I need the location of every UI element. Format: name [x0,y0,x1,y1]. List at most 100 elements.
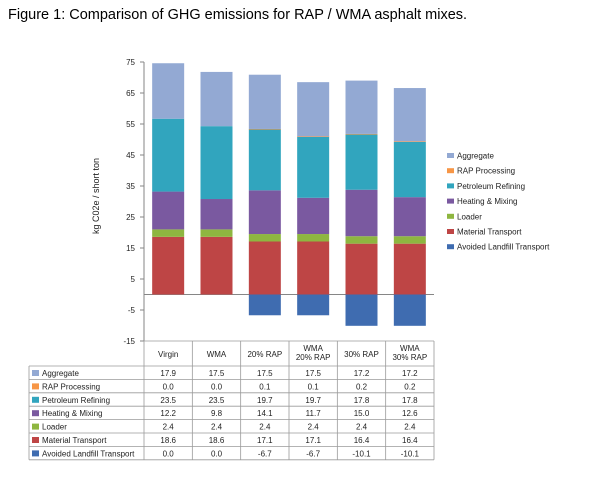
bar-loader [152,229,185,237]
table-cell: 18.6 [209,436,225,445]
bar-material-transport [200,236,233,295]
table-cell: -10.1 [401,449,420,458]
bar-heating-mixing [248,190,281,235]
table-legend-key [32,450,39,457]
table-row-label: Material Transport [42,436,107,445]
table-header-label: 30% RAP [344,350,379,359]
table-legend-key [32,370,39,376]
bar-loader [248,234,281,242]
bar-material-transport [393,243,426,295]
table-cell: 2.4 [259,423,271,432]
table-cell: 12.2 [160,409,176,418]
y-axis-label: kg C02e / short ton [91,158,101,234]
bar-petroleum-refining [345,134,378,190]
y-tick-label: -5 [128,306,136,315]
table-cell: 9.8 [211,409,223,418]
legend-swatch [447,198,454,204]
bar-avoided-landfill-transport [248,294,281,316]
legend-label: Heating & Mixing [457,197,517,206]
legend-swatch [447,229,454,234]
table-legend-key [32,383,39,390]
table-cell: 16.4 [402,436,418,445]
table-cell: 17.5 [305,369,321,378]
table-cell: 17.8 [354,396,370,405]
table-cell: 12.6 [402,409,418,418]
table-header-label: WMA [303,344,323,353]
bar-aggregate [200,71,233,127]
bar-loader [200,229,233,237]
bar-aggregate [345,80,378,134]
table-cell: 17.1 [305,436,321,445]
table-header-label: Virgin [158,350,178,359]
table-cell: 0.2 [404,382,416,391]
bar-material-transport [152,236,185,295]
table-cell: 0.0 [163,382,175,391]
table-cell: 11.7 [306,409,322,418]
table-cell: 0.1 [259,382,271,391]
y-tick-label: 25 [126,213,135,222]
table-cell: 17.5 [257,369,273,378]
table-cell: 17.8 [402,396,418,405]
legend-label: Avoided Landfill Transport [457,243,550,252]
table-cell: 0.1 [308,382,320,391]
table-cell: 16.4 [354,436,370,445]
table-row-label: Aggregate [42,369,79,378]
bar-avoided-landfill-transport [345,294,378,326]
bar-avoided-landfill-transport [297,294,330,316]
legend-label: Loader [457,212,482,221]
table-header-label: 30% RAP [392,353,427,362]
legend-label: RAP Processing [457,167,515,176]
table-cell: -6.7 [258,449,272,458]
table-cell: 2.4 [211,423,223,432]
table-legend-key [32,396,39,403]
bar-loader [345,236,378,244]
y-tick-label: 5 [131,275,136,284]
bar-material-transport [297,241,330,295]
legend-label: Material Transport [457,228,522,237]
table-row-label: Avoided Landfill Transport [42,449,135,458]
table-row-label: RAP Processing [42,382,100,391]
table-cell: 19.7 [257,396,273,405]
bar-aggregate [248,74,281,129]
table-header-label: WMA [207,350,227,359]
bar-heating-mixing [200,199,233,230]
legend-swatch [447,168,454,174]
y-tick-label: 45 [126,151,135,160]
bar-rap-processing [393,141,426,142]
table-cell: 15.0 [354,409,370,418]
table-header-label: 20% RAP [296,353,331,362]
y-tick-label: 35 [126,182,135,191]
table-legend-key [32,437,39,443]
y-tick-label: 15 [126,244,135,253]
bar-petroleum-refining [393,141,426,198]
bar-petroleum-refining [152,118,185,192]
legend-swatch [447,213,454,219]
table-legend-key [32,423,39,430]
table-cell: 17.5 [209,369,225,378]
table-cell: 23.5 [209,396,225,405]
figure-title: Figure 1: Comparison of GHG emissions fo… [8,7,468,23]
bar-aggregate [297,82,330,137]
table-row-label: Loader [42,423,67,432]
y-tick-label: -15 [123,337,135,346]
bar-loader [297,234,330,242]
table-header-label: 20% RAP [247,350,282,359]
y-tick-label: 75 [126,58,135,67]
bar-petroleum-refining [200,126,233,200]
bar-heating-mixing [393,197,426,237]
table-cell: -6.7 [306,449,320,458]
legend-swatch [447,183,454,189]
bar-material-transport [345,243,378,295]
bar-rap-processing [297,136,330,137]
legend-label: Petroleum Refining [457,182,525,191]
bar-heating-mixing [152,191,185,230]
table-row-label: Petroleum Refining [42,396,110,405]
legend: Aggregate RAP Processing Petroleum Refinin… [447,152,550,252]
bar-heating-mixing [297,197,330,235]
table-cell: 17.9 [160,369,176,378]
table-cell: 2.4 [404,423,416,432]
table-cell: 23.5 [160,396,176,405]
bar-avoided-landfill-transport [393,294,426,326]
y-tick-label: 55 [126,120,135,129]
table-cell: 17.2 [354,369,370,378]
